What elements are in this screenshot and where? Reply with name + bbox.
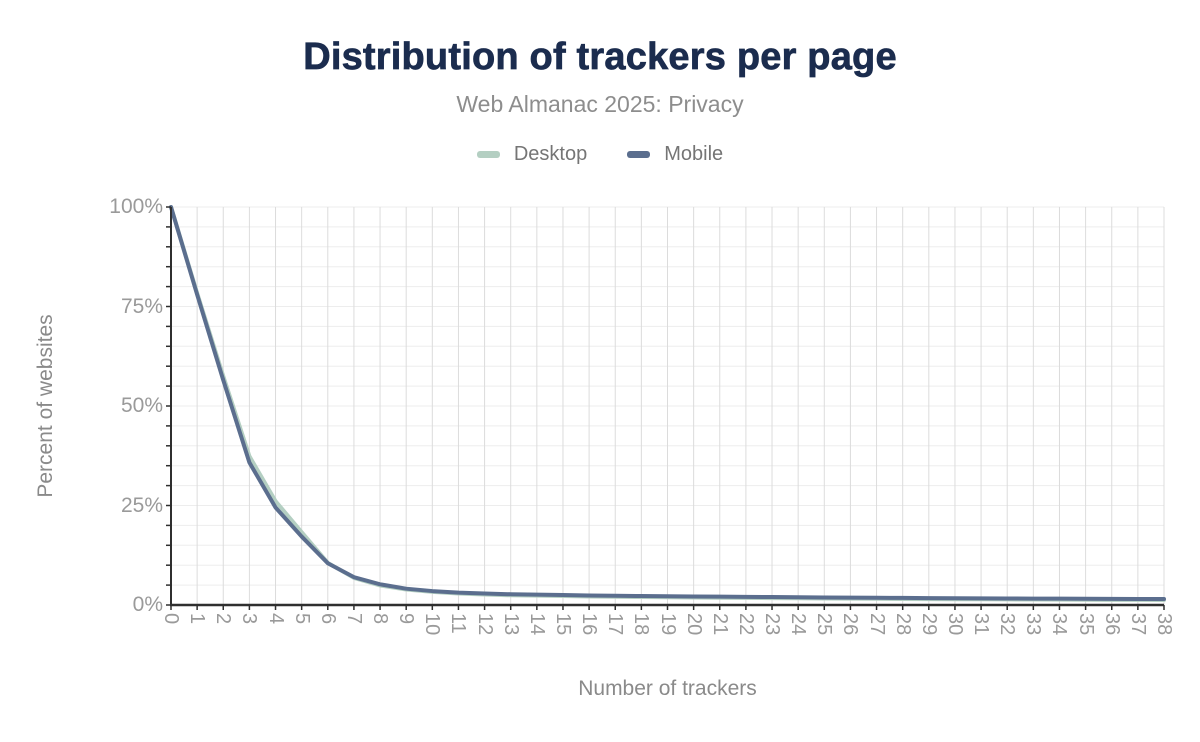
x-tick-label: 17 — [604, 613, 627, 636]
legend-swatch-mobile — [627, 151, 651, 158]
x-tick-label: 8 — [369, 613, 392, 625]
chart-legend: Desktop Mobile — [0, 143, 1200, 166]
x-tick-label: 31 — [970, 613, 993, 636]
x-tick-label: 15 — [551, 613, 574, 636]
x-tick-label: 38 — [1153, 613, 1175, 636]
x-tick-label: 36 — [1100, 613, 1123, 636]
x-axis-title: Number of trackers — [578, 677, 757, 700]
x-tick-label: 13 — [499, 613, 522, 636]
legend-item-mobile: Mobile — [627, 143, 723, 166]
x-tick-label: 33 — [1022, 613, 1045, 636]
x-tick-label: 2 — [212, 613, 235, 625]
x-tick-label: 22 — [734, 613, 757, 636]
y-tick-label: 100% — [109, 195, 163, 218]
x-tick-label: 23 — [761, 613, 784, 636]
y-tick-label: 50% — [120, 394, 163, 417]
y-tick-label: 0% — [132, 593, 163, 616]
y-axis-title: Percent of websites — [34, 314, 57, 498]
x-tick-label: 20 — [682, 613, 705, 636]
chart-title: Distribution of trackers per page — [303, 36, 897, 79]
x-tick-label: 3 — [238, 613, 261, 625]
x-tick-label: 10 — [421, 613, 444, 636]
x-tick-label: 21 — [708, 613, 731, 636]
x-tick-label: 7 — [342, 613, 365, 625]
x-tick-label: 5 — [290, 613, 313, 625]
x-tick-label: 34 — [1048, 613, 1071, 636]
legend-swatch-desktop — [476, 151, 500, 158]
chart-subtitle: Web Almanac 2025: Privacy — [456, 91, 744, 117]
series-line-mobile — [169, 205, 1166, 602]
x-tick-label: 1 — [186, 613, 209, 625]
x-tick-label: 14 — [525, 613, 548, 636]
legend-label: Desktop — [513, 143, 588, 165]
x-tick-label: 9 — [395, 613, 418, 625]
legend-item-desktop: Desktop — [476, 143, 588, 166]
x-tick-label: 11 — [447, 613, 470, 634]
x-tick-label: 26 — [839, 613, 862, 636]
plot-area — [166, 205, 1166, 610]
x-tick-label: 29 — [917, 613, 940, 636]
x-tick-label: 12 — [473, 613, 496, 636]
x-tick-label: 37 — [1126, 613, 1149, 636]
x-tick-label: 27 — [865, 613, 888, 636]
x-tick-label: 32 — [996, 613, 1019, 636]
legend-label: Mobile — [664, 143, 724, 165]
x-tick-label: 28 — [891, 613, 914, 636]
x-tick-label: 30 — [943, 613, 966, 636]
x-tick-label: 0 — [160, 613, 182, 625]
y-tick-label: 25% — [120, 493, 163, 517]
x-tick-label: 19 — [656, 613, 679, 636]
x-tick-label: 18 — [630, 613, 653, 636]
x-tick-label: 25 — [813, 613, 836, 636]
x-tick-label: 16 — [578, 613, 601, 636]
x-tick-label: 4 — [264, 613, 287, 625]
x-tick-label: 24 — [787, 613, 810, 636]
y-tick-label: 75% — [120, 294, 163, 318]
x-tick-label: 35 — [1074, 613, 1097, 636]
x-tick-label: 6 — [316, 613, 339, 625]
